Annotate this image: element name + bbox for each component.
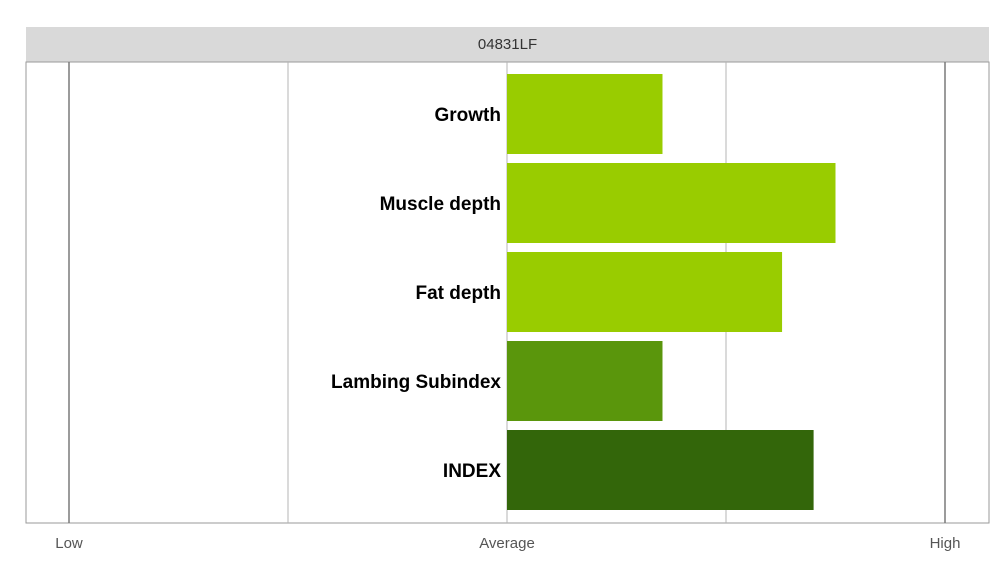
category-label: Growth <box>435 105 502 126</box>
bar <box>507 163 836 243</box>
bar <box>507 430 814 510</box>
x-tick-label: Average <box>479 535 535 552</box>
bar <box>507 74 663 154</box>
category-label: Fat depth <box>416 283 502 304</box>
x-tick-label: Low <box>55 535 83 552</box>
bar <box>507 341 663 421</box>
bar <box>507 252 783 332</box>
category-label: Lambing Subindex <box>331 372 501 393</box>
category-label: Muscle depth <box>380 194 501 215</box>
x-tick-label: High <box>930 535 961 552</box>
chart-title: 04831LF <box>26 27 989 62</box>
category-label: INDEX <box>443 461 501 482</box>
